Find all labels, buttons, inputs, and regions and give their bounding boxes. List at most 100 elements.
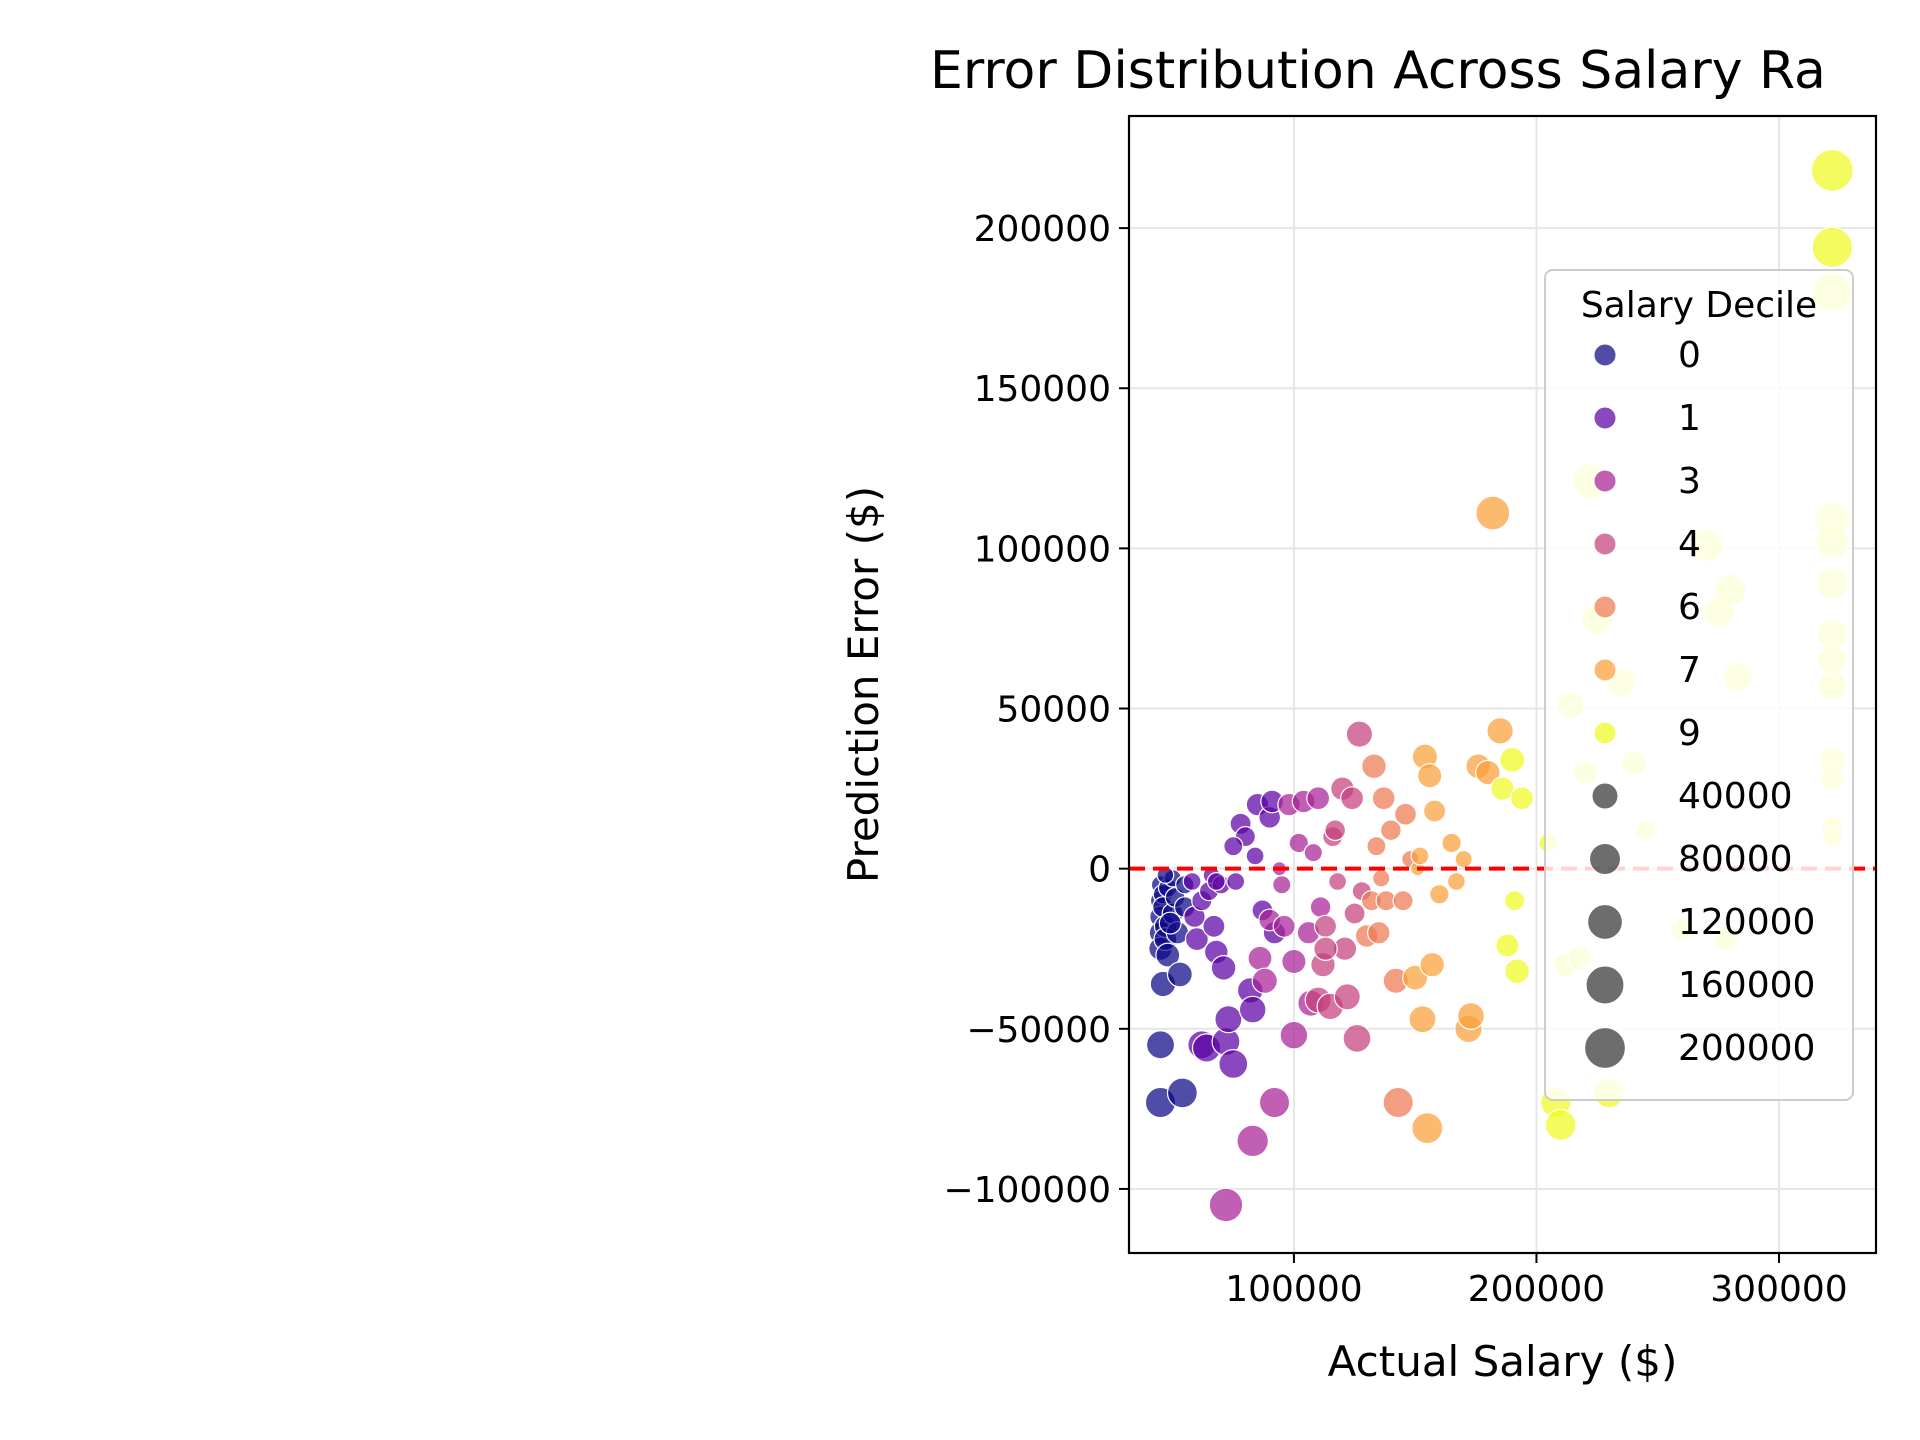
y-tick-label: 200000 [974, 209, 1111, 250]
data-point [1182, 871, 1202, 891]
data-point [1456, 1001, 1485, 1030]
data-point [1218, 1048, 1249, 1079]
data-point [1247, 945, 1273, 971]
data-point [1422, 799, 1447, 823]
legend-hue-label: 3 [1678, 461, 1701, 502]
legend-size-label: 80000 [1678, 839, 1793, 880]
data-point [1206, 871, 1226, 891]
legend-hue-marker [1593, 532, 1617, 556]
data-point [1306, 786, 1331, 811]
x-tick-label: 200000 [1468, 1269, 1605, 1310]
data-point [1371, 869, 1391, 888]
data-point [1366, 836, 1387, 857]
legend-size-label: 200000 [1678, 1028, 1815, 1069]
data-point [1226, 871, 1246, 891]
legend-hue-label: 1 [1678, 398, 1701, 439]
legend-size-label: 160000 [1678, 965, 1815, 1006]
data-point [1166, 1077, 1198, 1109]
y-tick-label: −100000 [943, 1170, 1111, 1211]
data-point [1155, 942, 1181, 968]
data-point [1495, 933, 1520, 958]
data-point [1238, 995, 1267, 1024]
data-point [1454, 849, 1473, 869]
data-point [1371, 786, 1396, 811]
data-point [1441, 832, 1462, 854]
legend: Salary Decile 0 1 3 4 6 7 9 40000 80000 120000 1600… [1544, 269, 1854, 1101]
data-point [1281, 948, 1307, 975]
data-point [1303, 842, 1324, 863]
data-point [1411, 1111, 1444, 1145]
data-point [1811, 226, 1854, 268]
data-point [1416, 763, 1443, 789]
data-point [1272, 875, 1292, 895]
legend-hue-label: 4 [1678, 524, 1701, 565]
legend-hue-label: 7 [1678, 650, 1701, 691]
legend-hue-marker [1593, 721, 1617, 745]
legend-hue-marker [1593, 469, 1617, 493]
y-tick-label: 50000 [996, 690, 1111, 731]
data-point [1214, 1005, 1243, 1034]
chart-title: Error Distribution Across Salary Ra [930, 41, 1826, 101]
x-axis-label: Actual Salary ($) [1328, 1337, 1678, 1386]
legend-size-marker [1585, 965, 1625, 1005]
data-point [1810, 148, 1854, 192]
data-point [1504, 958, 1530, 985]
data-point [1158, 911, 1182, 935]
data-point [1544, 1108, 1577, 1141]
data-point [1382, 1086, 1414, 1119]
data-point [1309, 896, 1332, 918]
y-tick-label: −50000 [966, 1010, 1111, 1051]
legend-size-marker [1587, 904, 1623, 940]
legend-hue-marker [1593, 595, 1617, 619]
legend-hue-label: 6 [1678, 587, 1701, 628]
y-tick-label: 100000 [974, 529, 1111, 570]
data-point [1503, 890, 1526, 912]
legend-size-marker [1589, 843, 1621, 875]
legend-title: Salary Decile [1581, 285, 1817, 326]
data-point [1328, 871, 1348, 891]
data-point [1509, 786, 1534, 811]
axis-ticks: 100000 200000 300000 −100000 −50000 0 50000 100… [943, 209, 1847, 1310]
data-point [1272, 914, 1296, 938]
legend-size-marker [1584, 1027, 1626, 1069]
data-point [1499, 746, 1526, 773]
data-point [1393, 802, 1417, 826]
legend-hue-marker [1593, 406, 1617, 430]
legend-hue-label: 9 [1678, 713, 1701, 754]
y-tick-label: 150000 [974, 369, 1111, 410]
data-point [1288, 832, 1310, 854]
data-point [1410, 846, 1430, 866]
data-point [1408, 1005, 1437, 1034]
data-point [1379, 819, 1402, 842]
legend-hue-marker [1593, 343, 1617, 367]
data-point [1446, 871, 1466, 891]
data-point [1251, 967, 1279, 995]
legend-size-marker [1591, 782, 1619, 810]
data-point [1258, 1086, 1291, 1119]
legend-hue-marker [1593, 658, 1617, 682]
data-point [1313, 936, 1338, 961]
data-point [1313, 914, 1338, 938]
data-point [1223, 836, 1244, 857]
data-point [1343, 902, 1366, 925]
data-point [1490, 776, 1515, 801]
legend-size-label: 120000 [1678, 902, 1815, 943]
data-point [1361, 753, 1387, 780]
data-point [1279, 1020, 1309, 1050]
data-point [1475, 759, 1501, 786]
data-point [1345, 720, 1374, 748]
data-point [1340, 786, 1365, 811]
x-tick-label: 100000 [1225, 1269, 1362, 1310]
data-point [1333, 983, 1361, 1011]
legend-hue-label: 0 [1678, 335, 1701, 376]
data-point [1475, 495, 1511, 531]
data-point [1342, 1023, 1372, 1053]
plot-frame [1127, 114, 1878, 1255]
data-point [1202, 914, 1226, 938]
x-tick-label: 300000 [1710, 1269, 1847, 1310]
data-point [1166, 961, 1193, 988]
data-point [1392, 890, 1414, 912]
legend-size-label: 40000 [1678, 776, 1793, 817]
data-point [1210, 955, 1237, 981]
